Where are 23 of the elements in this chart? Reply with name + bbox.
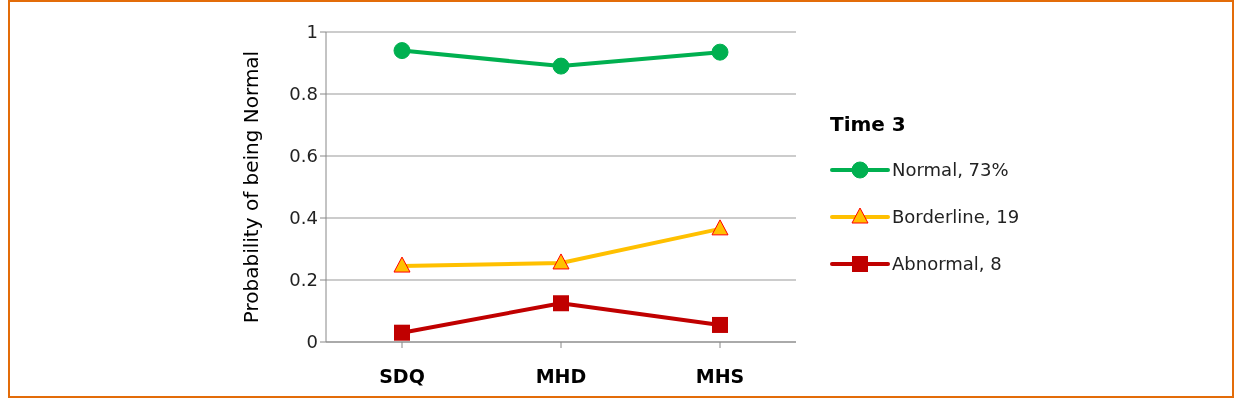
y-tick-label: 0.8 bbox=[289, 83, 318, 105]
y-tick-label: 1 bbox=[306, 21, 318, 43]
point bbox=[553, 295, 569, 312]
y-tick-label: 0.4 bbox=[289, 207, 318, 229]
legend-label: Abnormal, 8 bbox=[892, 253, 1002, 274]
x-tick-label: SDQ bbox=[379, 365, 425, 388]
legend-label: Borderline, 19 bbox=[892, 206, 1020, 227]
legend-title: Time 3 bbox=[830, 112, 907, 136]
point bbox=[393, 256, 411, 273]
point bbox=[393, 42, 411, 60]
x-tick-label: MHD bbox=[535, 365, 587, 388]
y-tick-label: 0 bbox=[306, 331, 318, 353]
point bbox=[394, 324, 410, 341]
point bbox=[712, 316, 728, 333]
point bbox=[552, 253, 570, 270]
y-axis-title: Probability of being Normal bbox=[239, 50, 264, 324]
x-tick-label: MHS bbox=[695, 365, 745, 388]
point bbox=[711, 219, 729, 236]
y-tick-label: 0.6 bbox=[289, 145, 318, 167]
point bbox=[552, 57, 570, 75]
y-tick-label: 0.2 bbox=[289, 269, 318, 291]
point bbox=[711, 43, 729, 61]
legend-label: Normal, 73% bbox=[892, 159, 1009, 180]
